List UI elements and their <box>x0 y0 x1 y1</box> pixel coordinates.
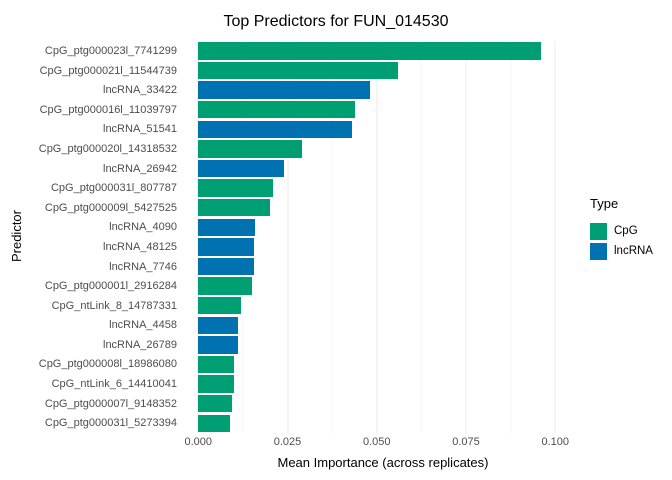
bar-row <box>184 120 582 140</box>
legend-label: lncRNA <box>614 245 653 258</box>
bar-CpG_ptg000031l_807787 <box>198 179 274 197</box>
bar-row <box>184 316 582 336</box>
chart-title: Top Predictors for FUN_014530 <box>223 13 449 30</box>
bar-CpG_ntLink_8_14787331 <box>198 296 242 315</box>
bar-row <box>184 100 582 120</box>
bar-CpG_ptg000016l_11039797 <box>198 101 356 119</box>
bar-CpG_ptg000007l_9148352 <box>198 394 233 413</box>
bar-row <box>184 61 582 81</box>
bar-row <box>184 335 582 355</box>
bar-CpG_ptg000021l_11544739 <box>198 61 399 80</box>
bar-row <box>184 355 582 375</box>
y-tick-label: CpG_ptg000007l_9148352 <box>44 397 177 410</box>
y-tick-label: lncRNA_51541 <box>103 123 177 136</box>
bar-row <box>184 198 582 218</box>
legend-label: CpG <box>614 225 638 238</box>
bar-lncRNA_4458 <box>198 316 238 335</box>
y-tick-label: lncRNA_4090 <box>109 221 177 234</box>
bar-row <box>184 257 582 277</box>
major-gridline <box>197 41 199 433</box>
y-tick-label: CpG_ptg000021l_11544739 <box>39 64 177 77</box>
x-tick-label: 0.100 <box>541 436 569 448</box>
y-tick-label: lncRNA_26789 <box>103 338 177 351</box>
y-tick-label: CpG_ntLink_8_14787331 <box>51 299 177 312</box>
legend: Type CpG lncRNA <box>582 41 666 472</box>
bar-row <box>184 41 582 61</box>
minor-gridline <box>510 41 512 433</box>
bar-CpG_ptg000031l_5273394 <box>198 414 231 432</box>
bar-CpG_ptg000023l_7741299 <box>198 42 541 60</box>
legend-swatch <box>590 242 607 260</box>
y-tick-label: CpG_ptg000020l_14318532 <box>38 142 177 155</box>
bar-lncRNA_51541 <box>198 120 352 139</box>
x-tick-label: 0.000 <box>184 436 213 448</box>
y-tick-label: CpG_ntLink_6_14410041 <box>51 378 177 391</box>
bars-area <box>184 41 582 433</box>
x-tick-label: 0.075 <box>452 436 480 448</box>
legend-swatch <box>590 222 607 240</box>
bar-row <box>184 218 582 238</box>
bar-row <box>184 276 582 296</box>
major-gridline <box>554 41 556 433</box>
plot-main: CpG_ptg000023l_7741299 CpG_ptg000021l_115… <box>26 41 582 472</box>
legend-item-CpG: CpG <box>590 222 666 240</box>
bar-CpG_ptg000009l_5427525 <box>198 199 270 217</box>
bar-row <box>184 296 582 316</box>
bar-row <box>184 413 582 433</box>
y-tick-label: CpG_ptg000009l_5427525 <box>44 201 177 214</box>
y-tick-label: CpG_ptg000031l_5273394 <box>44 417 177 430</box>
bar-lncRNA_4090 <box>198 218 256 237</box>
bar-CpG_ptg000008l_18986080 <box>198 355 234 374</box>
bar-lncRNA_33422 <box>198 81 370 99</box>
bar-lncRNA_26789 <box>198 336 238 354</box>
legend-title: Type <box>590 195 619 211</box>
bar-lncRNA_26942 <box>198 159 284 178</box>
minor-gridline <box>331 41 333 433</box>
major-gridline <box>287 41 289 433</box>
bar-CpG_ptg000020l_14318532 <box>198 140 302 158</box>
y-tick-label: CpG_ptg000031l_807787 <box>50 182 177 195</box>
chart-content: Predictor CpG_ptg000023l_7741299 CpG_ptg0… <box>6 41 666 472</box>
legend-item-lncRNA: lncRNA <box>590 242 666 260</box>
bar-row <box>184 159 582 179</box>
y-tick-label: CpG_ptg000016l_11039797 <box>39 103 177 116</box>
bar-row <box>184 178 582 198</box>
bar-CpG_ptg000001l_2916284 <box>198 277 252 295</box>
x-axis-title: Mean Importance (across replicates) <box>277 455 489 470</box>
y-axis-labels: CpG_ptg000023l_7741299 CpG_ptg000021l_115… <box>26 41 184 433</box>
bar-row <box>184 374 582 394</box>
major-gridline <box>465 41 467 433</box>
y-tick-label: CpG_ptg000001l_2916284 <box>44 280 177 293</box>
minor-gridline <box>420 41 422 433</box>
panel-row: CpG_ptg000023l_7741299 CpG_ptg000021l_115… <box>26 41 582 433</box>
bar-lncRNA_7746 <box>198 257 254 276</box>
y-tick-label: CpG_ptg000023l_7741299 <box>44 44 177 57</box>
bar-row <box>184 139 582 159</box>
y-tick-label: lncRNA_7746 <box>109 260 177 273</box>
plot-panel <box>184 41 582 433</box>
bar-lncRNA_48125 <box>198 238 254 256</box>
major-gridline <box>376 41 378 433</box>
bar-row <box>184 394 582 414</box>
bar-row <box>184 237 582 257</box>
y-tick-label: lncRNA_48125 <box>103 240 177 253</box>
y-tick-label: lncRNA_4458 <box>109 319 177 332</box>
x-tick-label: 0.050 <box>362 436 391 448</box>
y-axis-title-column: Predictor <box>6 41 26 472</box>
y-axis-title: Predictor <box>8 209 24 262</box>
y-tick-label: CpG_ptg000008l_18986080 <box>38 358 177 371</box>
x-axis-tick-labels: 0.000 0.025 0.050 0.075 0.100 <box>184 433 582 450</box>
bar-row <box>184 80 582 100</box>
legend-items: CpG lncRNA <box>590 220 666 263</box>
minor-gridline <box>242 41 244 433</box>
bar-CpG_ntLink_6_14410041 <box>198 375 234 393</box>
y-tick-label: lncRNA_26942 <box>103 162 177 175</box>
x-tick-label: 0.025 <box>273 436 302 448</box>
y-tick-label: lncRNA_33422 <box>103 84 177 97</box>
